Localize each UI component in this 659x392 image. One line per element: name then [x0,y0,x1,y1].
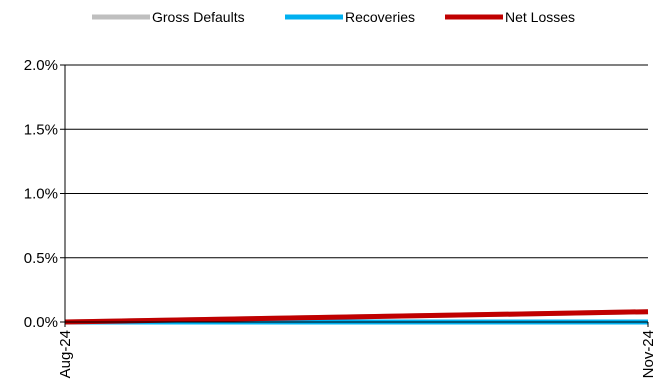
x-tick-label: Nov-24 [640,330,657,378]
gridlines [65,64,648,259]
y-tick-label: 1.0% [24,186,58,203]
y-tick-label: 0.0% [24,314,58,331]
legend-label-gross-defaults: Gross Defaults [152,9,245,25]
y-tick-label: 0.5% [24,250,58,267]
y-tick-label: 2.0% [24,57,58,74]
x-axis-ticks: Aug-24 Nov-24 [57,322,657,378]
y-axis-ticks: 0.0% 0.5% 1.0% 1.5% 2.0% [24,57,65,331]
legend-label-recoveries: Recoveries [345,9,415,25]
series-lines [64,309,649,325]
legend-label-net-losses: Net Losses [505,9,575,25]
y-tick-label: 1.5% [24,121,58,138]
x-tick-label: Aug-24 [57,330,74,378]
legend: Gross Defaults Recoveries Net Losses [92,9,575,25]
series-line-net-losses [64,309,649,325]
axes [64,65,648,323]
